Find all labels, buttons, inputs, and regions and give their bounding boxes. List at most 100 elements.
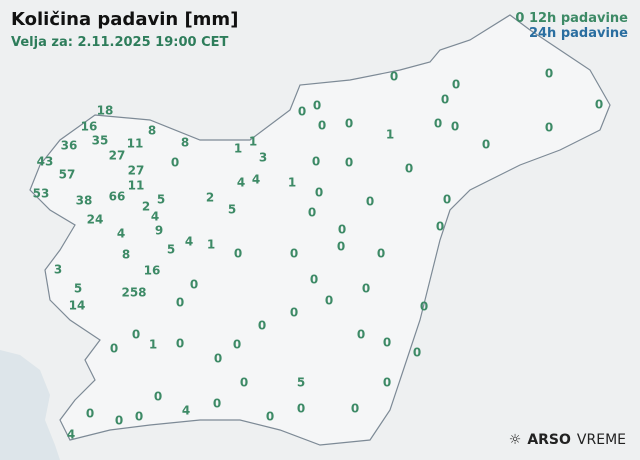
station-value: 0 [412, 345, 422, 360]
station-value: 8 [121, 247, 131, 262]
station-value: 0 [376, 246, 386, 261]
station-value: 0 [433, 116, 443, 131]
station-value: 43 [36, 154, 54, 169]
valid-time: Velja za: 2.11.2025 19:00 CET [11, 35, 229, 50]
station-value: 3 [258, 150, 268, 165]
station-value: 8 [147, 123, 157, 138]
station-value: 0 [324, 293, 334, 308]
station-value: 0 [289, 246, 299, 261]
station-value: 0 [312, 98, 322, 113]
logo-product: VREME [576, 432, 626, 448]
station-value: 0 [442, 192, 452, 207]
station-value: 0 [109, 341, 119, 356]
station-value: 4 [181, 403, 191, 418]
station-value: 0 [233, 246, 243, 261]
station-value: 0 [356, 327, 366, 342]
sun-icon: ☼ [508, 432, 522, 448]
station-value: 8 [180, 135, 190, 150]
station-value: 0 [131, 327, 141, 342]
station-value: 27 [127, 163, 145, 178]
station-value: 4 [150, 209, 160, 224]
station-value: 1 [206, 237, 216, 252]
station-value: 0 [544, 66, 554, 81]
station-value: 11 [126, 136, 144, 151]
station-value: 0 [450, 119, 460, 134]
station-value: 0 [389, 69, 399, 84]
station-value: 5 [156, 192, 166, 207]
legend-24h-label: 24h padavine [528, 26, 628, 41]
station-value: 5 [73, 281, 83, 296]
station-value: 0 [337, 222, 347, 237]
station-value: 0 [307, 205, 317, 220]
station-value: 35 [91, 133, 109, 148]
station-value: 0 [170, 155, 180, 170]
station-value: 16 [80, 119, 98, 134]
station-value: 0 [344, 116, 354, 131]
station-value: 0 [382, 335, 392, 350]
station-value: 9 [154, 223, 164, 238]
station-value: 0 [451, 77, 461, 92]
arso-logo: ☼ ARSO VREME [509, 432, 626, 448]
station-value: 53 [32, 186, 50, 201]
station-value: 4 [116, 226, 126, 241]
station-value: 1 [248, 134, 258, 149]
station-value: 258 [121, 285, 147, 300]
station-value: 5 [227, 202, 237, 217]
station-value: 0 [297, 104, 307, 119]
station-value: 5 [296, 375, 306, 390]
legend: 0 12h padavine 24h padavine [515, 11, 628, 41]
station-value: 0 [336, 239, 346, 254]
station-value: 0 [419, 299, 429, 314]
station-value: 0 [189, 277, 199, 292]
station-value: 0 [544, 120, 554, 135]
station-value: 27 [108, 148, 126, 163]
station-value: 5 [166, 242, 176, 257]
station-value: 1 [385, 127, 395, 142]
station-value: 0 [361, 281, 371, 296]
station-value: 0 [440, 92, 450, 107]
station-value: 16 [143, 263, 161, 278]
station-value: 0 [232, 337, 242, 352]
station-value: 4 [184, 234, 194, 249]
station-value: 24 [86, 212, 104, 227]
legend-12h-label: 12h padavine [528, 11, 628, 26]
station-value: 4 [66, 427, 76, 442]
station-value: 0 [309, 272, 319, 287]
station-value: 0 [175, 336, 185, 351]
station-value: 36 [60, 138, 78, 153]
station-value: 0 [239, 375, 249, 390]
station-value: 14 [68, 298, 86, 313]
station-value: 0 [594, 97, 604, 112]
station-value: 4 [251, 172, 261, 187]
station-value: 0 [350, 401, 360, 416]
station-value: 0 [404, 161, 414, 176]
station-value: 3 [53, 262, 63, 277]
station-value: 0 [289, 305, 299, 320]
country-border [29, 14, 611, 446]
station-value: 66 [108, 189, 126, 204]
legend-12h: 0 12h padavine [515, 11, 628, 26]
station-value: 11 [127, 178, 145, 193]
station-value: 0 [114, 413, 124, 428]
station-value: 0 [435, 219, 445, 234]
page-title: Količina padavin [mm] [11, 9, 239, 30]
station-value: 1 [233, 141, 243, 156]
station-value: 4 [236, 175, 246, 190]
station-value: 57 [58, 167, 76, 182]
sea [0, 350, 60, 460]
station-value: 2 [141, 199, 151, 214]
station-value: 0 [311, 154, 321, 169]
station-value: 0 [382, 375, 392, 390]
station-value: 1 [148, 337, 158, 352]
station-value: 0 [212, 396, 222, 411]
station-value: 0 [317, 118, 327, 133]
legend-sample: 0 [515, 11, 525, 26]
station-value: 0 [213, 351, 223, 366]
station-value: 18 [96, 103, 114, 118]
station-value: 0 [134, 409, 144, 424]
station-value: 0 [257, 318, 267, 333]
station-value: 1 [287, 175, 297, 190]
station-value: 0 [265, 409, 275, 424]
station-value: 0 [344, 155, 354, 170]
